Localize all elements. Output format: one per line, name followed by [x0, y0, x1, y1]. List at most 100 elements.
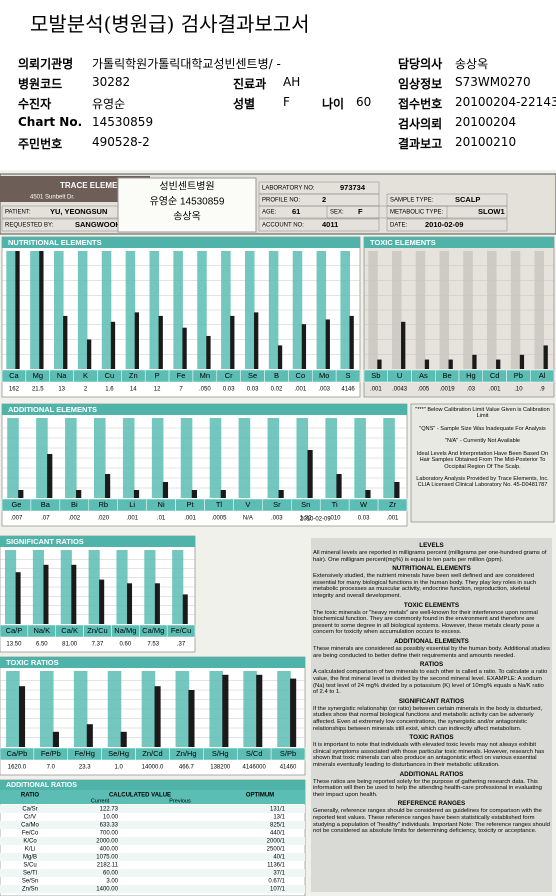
element-value: 0.02 [271, 387, 283, 393]
table-cell: 13/1 [273, 815, 285, 821]
element-label: Cr [225, 371, 233, 380]
table-row-band [0, 869, 305, 877]
reference-column [60, 550, 72, 624]
element-label: Sr [273, 500, 281, 509]
level-bar [220, 490, 226, 498]
table-cell: Ca/Sr [22, 807, 37, 813]
field-box [386, 205, 508, 219]
element-label: Rb [98, 500, 108, 509]
level-bar [543, 345, 548, 369]
field-label: SEX: [330, 210, 344, 216]
info-value: 가톨릭학원가톨릭대학교성빈센트병/ - [92, 57, 281, 71]
table-cell: 37/1 [273, 871, 285, 877]
field-value: SANGWOOK SONG [75, 220, 145, 229]
table-cell: 60.00 [103, 871, 119, 877]
note-text: Extensively studied, the nutrient minera… [313, 573, 537, 600]
element-label: Zn/Cu [87, 626, 107, 635]
reference-column [197, 251, 207, 369]
element-label: Na/Mg [114, 626, 136, 635]
element-value: 1620.0 [8, 765, 27, 771]
element-value: .007 [11, 516, 23, 522]
element-label: Zn/Cd [142, 749, 162, 758]
element-value: .07 [41, 516, 50, 522]
table-cell: 700.00 [100, 831, 119, 837]
level-bar [365, 490, 371, 498]
element-label: Fe/Cu [171, 626, 191, 635]
level-bar [86, 339, 92, 369]
reference-column [316, 251, 327, 369]
element-label: Cd [490, 371, 500, 380]
field-label: METABOLIC TYPE: [390, 210, 443, 216]
level-bar [222, 674, 229, 747]
note-heading: NUTRITIONAL ELEMENTS [392, 565, 471, 573]
label-cell [270, 747, 306, 761]
note-heading: LEVELS [419, 542, 444, 549]
element-label: Na/K [33, 626, 50, 635]
level-bar [290, 678, 297, 747]
level-bar [377, 359, 382, 369]
reference-column [415, 251, 426, 369]
reference-column [32, 550, 45, 624]
info-value: 송상옥 [455, 57, 489, 71]
level-bar [133, 490, 140, 498]
info-value: 유영순 [92, 97, 126, 111]
info-label: 병원코드 [18, 77, 63, 91]
level-bar [394, 482, 400, 498]
element-value: 0.03 [223, 387, 235, 393]
reference-column [510, 251, 521, 369]
table-title: ADDITIONAL RATIOS [6, 782, 77, 789]
table-cell: 2000/1 [267, 839, 286, 845]
reference-column [277, 671, 291, 747]
element-label: Zn [129, 371, 138, 380]
table-header: OPTIMUM [246, 793, 274, 799]
element-value: .001 [126, 516, 138, 522]
element-label: Ca/P [6, 626, 23, 635]
element-label: B [274, 371, 279, 380]
element-label: Tl [216, 500, 223, 509]
element-value: 466.7 [179, 765, 195, 771]
info-label: 검사의뢰 [398, 117, 443, 131]
table-cell: 2000.00 [96, 839, 118, 845]
reference-column [368, 251, 378, 369]
table-cell: Fe/Co [22, 831, 39, 837]
table-cell: K/Co [23, 839, 37, 845]
table-cell: 1075.00 [96, 855, 118, 861]
element-label: Ti [332, 500, 338, 509]
note-text: The toxic minerals or "heavy metals" are… [313, 609, 540, 636]
info-label: 진료과 [233, 77, 267, 91]
element-label: V [245, 500, 250, 509]
level-bar [349, 315, 354, 369]
level-bar [110, 321, 116, 369]
legend-text: Ideal Levels And Interpretation Have Bee… [416, 450, 549, 470]
level-bar [99, 579, 105, 624]
element-label: Li [129, 500, 135, 509]
element-value: 0.03 [358, 516, 370, 522]
reference-column [122, 418, 135, 498]
label-cell [335, 369, 361, 383]
info-value: S73WM0270 [455, 75, 531, 89]
reference-column [65, 418, 77, 498]
reference-column [354, 418, 366, 498]
field-label: AGE: [262, 210, 277, 216]
stamp [117, 177, 257, 233]
level-bar [154, 686, 161, 747]
info-value: 490528-2 [92, 135, 150, 149]
reference-column [107, 671, 122, 747]
element-label: Pt [186, 500, 194, 509]
level-bar [76, 490, 82, 498]
level-bar [39, 251, 44, 369]
level-bar [424, 359, 430, 369]
level-bar [496, 359, 501, 369]
level-bar [134, 312, 139, 369]
element-value: .001 [387, 516, 399, 522]
note-heading: SIGNIFICANT RATIOS [398, 697, 465, 705]
chart-title: ADDITIONAL ELEMENTS [8, 405, 97, 414]
reference-column [340, 251, 350, 369]
reference-column [209, 418, 222, 498]
stamp-text: 성빈센트병원 [159, 181, 214, 193]
level-bar [71, 564, 77, 624]
field-label: DATE: [390, 223, 408, 229]
field-value: 2 [322, 195, 326, 204]
element-value: 7.0 [47, 765, 56, 771]
level-bar [104, 474, 111, 498]
